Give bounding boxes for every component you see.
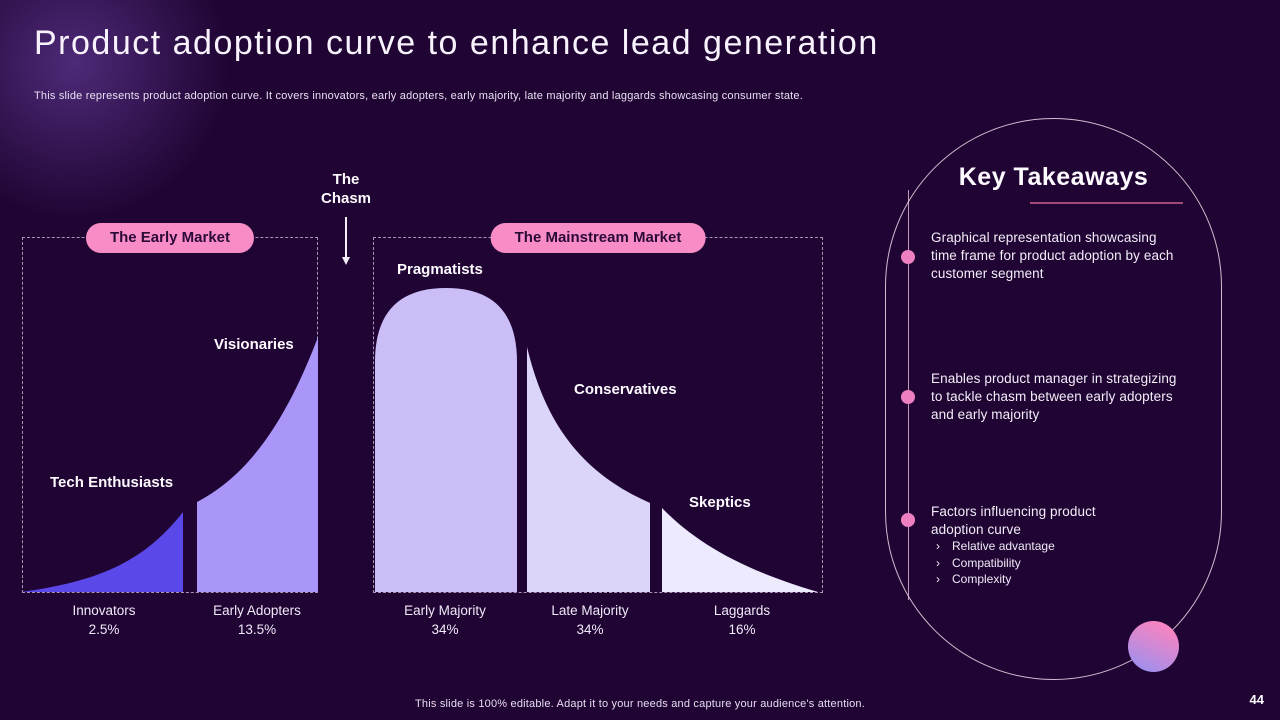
axis-value: 2.5% [88,621,120,637]
page-subtitle: This slide represents product adoption c… [34,90,803,102]
takeaway-subitem-relative-advantage: › Relative advantage [936,538,1166,555]
bullet-dot-icon [901,250,915,264]
segment-laggards [662,508,818,592]
chasm-label-line1: The [332,171,360,188]
axis-name: Early Adopters [213,603,301,618]
page-title: Product adoption curve to enhance lead g… [34,24,879,62]
page-number: 44 [1249,692,1264,707]
chevron-right-icon: › [936,555,940,570]
chasm-label-line2: Chasm [320,189,372,207]
takeaway-item-3: Factors influencing product adoption cur… [931,504,1096,537]
chevron-right-icon: › [936,572,940,587]
takeaway-item-1: Graphical representation showcasing time… [931,230,1174,281]
axis-label-laggards: Laggards 16% [667,602,817,640]
chasm-arrow-icon [341,217,350,265]
axis-name: Late Majority [551,603,629,618]
persona-pragmatists: Pragmatists [397,261,483,278]
mainstream-market-box: The Mainstream Market [373,223,823,593]
chasm-arrow-head [341,257,350,265]
axis-value: 16% [728,621,756,637]
key-takeaways-capsule [885,118,1222,680]
key-takeaways-underline [1030,202,1183,204]
persona-tech-enthusiasts: Tech Enthusiasts [50,474,174,491]
gradient-ball-decoration [1128,621,1179,672]
persona-conservatives: Conservatives [574,381,677,398]
bullet-dot-icon [901,513,915,527]
axis-value: 13.5% [237,621,277,637]
axis-label-late-majority: Late Majority 34% [515,602,665,640]
axis-label-early-adopters: Early Adopters 13.5% [182,602,332,640]
key-takeaways-title: Key Takeaways [958,163,1149,191]
axis-value: 34% [576,621,604,637]
takeaway-subitem-complexity: › Complexity [936,571,1166,588]
axis-label-early-majority: Early Majority 34% [370,602,520,640]
persona-skeptics: Skeptics [689,494,751,511]
chevron-right-icon: › [936,539,940,553]
axis-label-innovators: Innovators 2.5% [29,602,179,640]
axis-name: Early Majority [404,603,486,618]
takeaway-sublist: › Relative advantage › Compatibility › C… [936,538,1166,588]
bullet-dot-icon [901,390,915,404]
segment-early-majority [375,288,517,592]
segment-innovators [22,512,183,592]
subitem-label: Relative advantage [952,539,1055,553]
segment-early-adopters [197,337,318,592]
takeaway-item-2: Enables product manager in strategizing … [931,371,1177,422]
persona-visionaries: Visionaries [214,336,294,353]
segment-late-majority [527,347,650,592]
axis-name: Innovators [72,603,136,618]
subitem-label: Complexity [952,572,1012,587]
footer-note: This slide is 100% editable. Adapt it to… [415,698,865,710]
chasm-label: The Chasm [306,171,386,209]
axis-value: 34% [431,621,459,637]
chasm-arrow-shaft [345,217,347,257]
axis-name: Laggards [713,603,771,618]
mainstream-market-pill: The Mainstream Market [490,223,706,253]
adoption-curve-chart [22,288,818,592]
early-market-pill: The Early Market [85,223,255,253]
takeaway-subitem-compatibility: › Compatibility [936,555,1166,572]
subitem-label: Compatibility [952,555,1021,570]
